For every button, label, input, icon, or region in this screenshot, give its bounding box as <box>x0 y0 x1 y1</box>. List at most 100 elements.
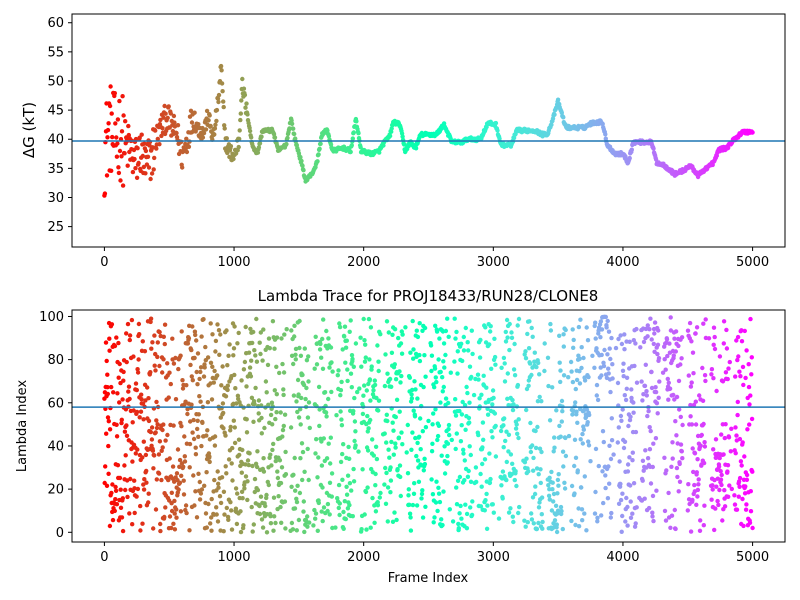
delta-g-point <box>180 165 185 170</box>
lambda-point <box>246 462 251 468</box>
lambda-point <box>618 481 623 487</box>
lambda-point <box>542 341 547 346</box>
lambda-point <box>383 352 388 357</box>
lambda-point <box>281 392 286 398</box>
lambda-point <box>550 480 555 485</box>
lambda-point <box>446 427 451 432</box>
lambda-point <box>350 514 355 519</box>
lambda-point <box>217 352 222 357</box>
lambda-point <box>697 393 702 398</box>
lambda-point <box>170 336 175 341</box>
lambda-point <box>622 439 628 444</box>
y-tick-label: 50 <box>47 74 64 89</box>
lambda-point <box>347 456 352 461</box>
lambda-point <box>645 456 651 461</box>
lambda-point <box>662 455 667 460</box>
delta-g-point <box>132 156 137 162</box>
lambda-point <box>695 457 700 462</box>
lambda-point <box>592 511 598 516</box>
lambda-point <box>314 437 319 442</box>
lambda-point <box>403 325 408 330</box>
lambda-point <box>620 407 625 412</box>
lambda-point <box>122 463 127 468</box>
lambda-point <box>372 382 378 388</box>
lambda-point <box>312 507 317 513</box>
lambda-point <box>231 418 236 423</box>
delta-g-point <box>107 103 113 109</box>
lambda-point <box>530 495 536 500</box>
lambda-point <box>197 376 202 382</box>
lambda-point <box>282 412 288 417</box>
lambda-point <box>193 489 198 494</box>
lambda-point <box>272 346 277 351</box>
lambda-point <box>135 486 141 492</box>
lambda-point <box>124 423 129 428</box>
delta-g-point <box>219 68 224 73</box>
delta-g-point <box>206 118 211 123</box>
lambda-point <box>203 511 209 516</box>
lambda-point <box>582 511 587 516</box>
lambda-point <box>342 499 347 504</box>
delta-g-point <box>115 141 120 146</box>
lambda-point <box>281 387 286 392</box>
lambda-point <box>144 480 149 485</box>
lambda-point <box>163 505 168 510</box>
lambda-point <box>390 332 395 337</box>
lambda-point <box>250 463 255 469</box>
lambda-point <box>514 483 519 489</box>
lambda-point <box>313 451 318 456</box>
lambda-point <box>545 355 551 360</box>
lambda-point <box>445 460 450 465</box>
lambda-point <box>709 497 714 502</box>
lambda-point <box>478 337 483 343</box>
lambda-point <box>646 505 652 511</box>
delta-g-point <box>112 91 118 96</box>
delta-g-point <box>120 183 126 188</box>
lambda-point <box>734 338 739 343</box>
lambda-point <box>353 443 358 448</box>
lambda-point <box>136 357 141 362</box>
lambda-point <box>105 372 110 377</box>
lambda-point <box>189 347 194 353</box>
lambda-point <box>640 458 646 463</box>
lambda-point <box>177 480 183 485</box>
lambda-point <box>140 455 145 460</box>
lambda-point <box>343 345 349 350</box>
lambda-point <box>116 375 121 380</box>
lambda-point <box>654 488 659 493</box>
lambda-point <box>469 374 474 380</box>
delta-g-point <box>171 113 177 119</box>
lambda-point <box>563 453 569 459</box>
lambda-point <box>547 475 552 480</box>
lambda-point <box>601 439 606 445</box>
lambda-point <box>162 514 167 520</box>
lambda-point <box>435 433 441 439</box>
lambda-point <box>305 524 310 529</box>
lambda-point <box>672 507 677 513</box>
lambda-point <box>720 379 726 384</box>
lambda-point <box>532 350 537 355</box>
lambda-point <box>505 396 510 401</box>
lambda-point <box>233 506 239 511</box>
lambda-point <box>111 390 116 395</box>
lambda-point <box>218 415 223 420</box>
lambda-point <box>336 505 341 511</box>
lambda-point <box>487 480 493 485</box>
lambda-point <box>648 316 653 321</box>
lambda-point <box>526 346 532 351</box>
delta-g-point <box>207 113 212 118</box>
lambda-point <box>455 349 460 354</box>
lambda-point <box>552 435 557 440</box>
lambda-point <box>606 366 611 371</box>
lambda-point <box>641 339 647 345</box>
lambda-point <box>210 332 215 337</box>
delta-g-point <box>242 92 248 98</box>
lambda-point <box>139 397 144 402</box>
lambda-point <box>205 355 211 360</box>
lambda-point <box>260 358 265 363</box>
lambda-point <box>301 499 306 504</box>
lambda-point <box>417 434 422 439</box>
lambda-point <box>213 349 218 354</box>
lambda-point <box>516 435 521 441</box>
